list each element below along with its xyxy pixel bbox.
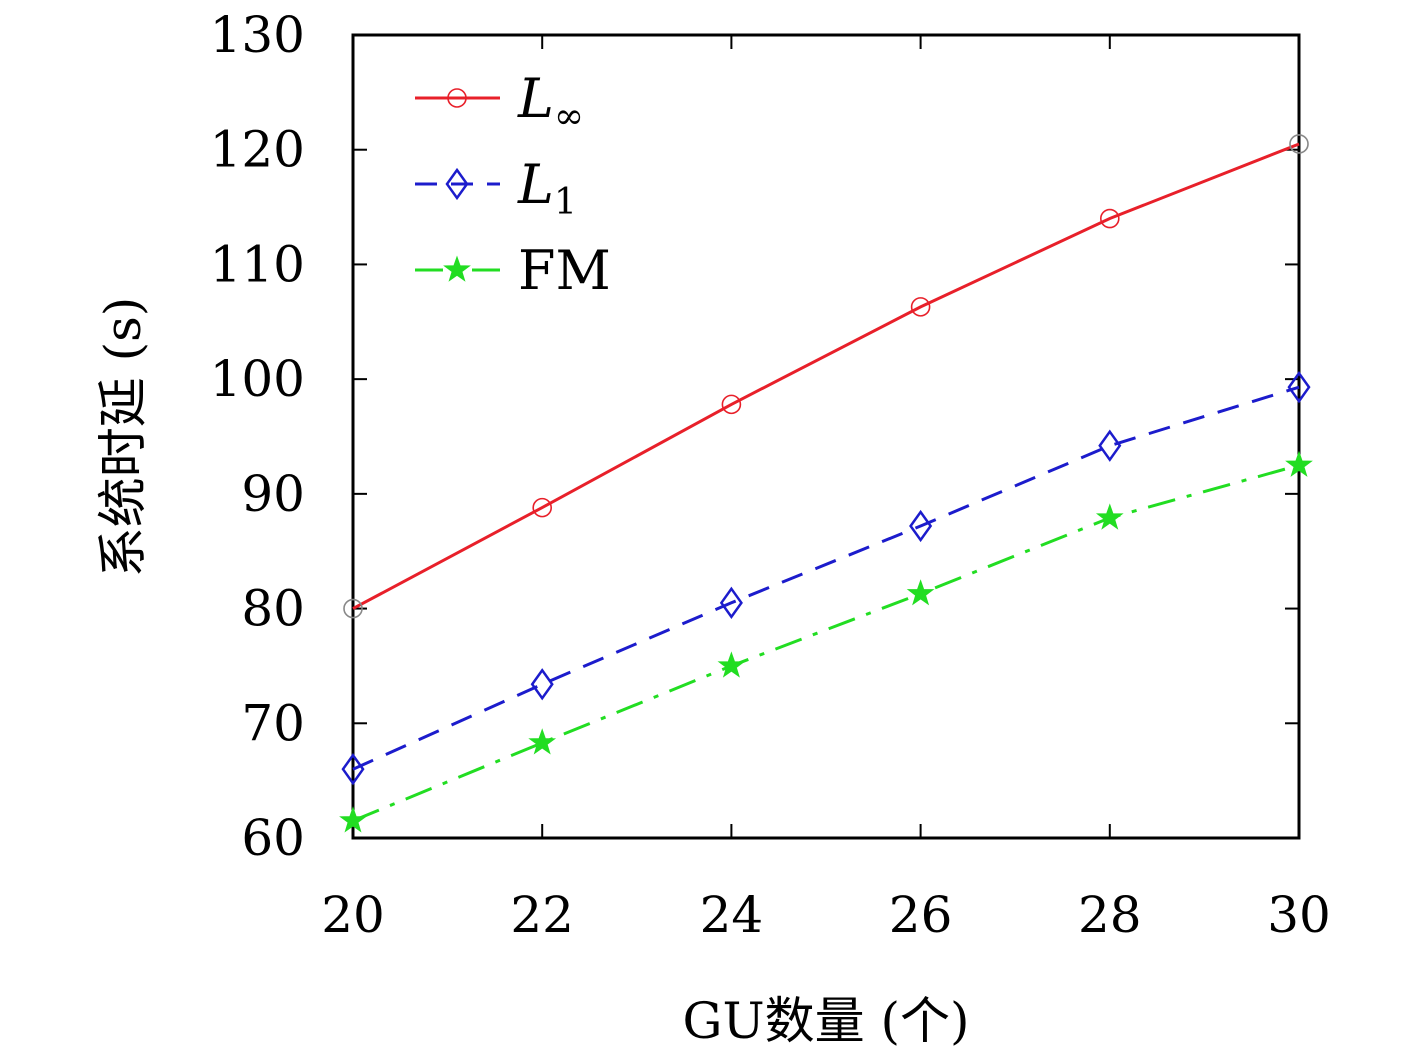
data-point <box>528 728 557 755</box>
data-point <box>906 579 935 606</box>
data-point <box>717 651 746 678</box>
data-point <box>721 394 742 415</box>
legend-swatch-marker <box>447 88 467 108</box>
data-point <box>343 598 363 619</box>
x-tick-label: 30 <box>1267 886 1331 944</box>
x-tick-label: 22 <box>510 886 574 944</box>
plot-frame <box>351 33 1301 840</box>
y-tick-label: 90 <box>241 465 305 523</box>
y-axis-title: 系统时延 (s) <box>94 297 152 578</box>
x-tick-label: 26 <box>889 886 953 944</box>
y-tick-label: 110 <box>210 235 305 293</box>
series-2 <box>339 450 1313 833</box>
series-1 <box>341 371 1311 786</box>
legend-label: L <box>517 153 554 216</box>
y-tick-label: 70 <box>241 694 305 752</box>
legend-swatch-marker <box>443 255 471 282</box>
legend-label-subscript: 1 <box>554 182 577 223</box>
y-tick-label: 60 <box>241 809 305 867</box>
data-point <box>532 497 553 518</box>
legend: L ∞L 1FM <box>415 67 611 302</box>
data-point <box>910 297 931 317</box>
legend-label-subscript: ∞ <box>554 96 584 137</box>
legend-label: L <box>517 67 554 130</box>
x-tick-label: 28 <box>1078 886 1142 944</box>
data-point <box>341 753 365 786</box>
axis-ticks: 60 70 80 90 100 110 120 130 20 22 24 26 28 30 <box>210 6 1331 944</box>
data-point <box>1285 450 1313 477</box>
data-point <box>1095 503 1124 530</box>
series-0 <box>343 134 1309 619</box>
series-group <box>339 134 1313 833</box>
y-tick-label: 120 <box>210 121 305 179</box>
legend-swatch-marker <box>445 167 469 201</box>
y-tick-label: 100 <box>210 350 305 408</box>
legend-item: L ∞ <box>415 67 584 137</box>
x-axis-title: GU数量 (个) <box>683 992 970 1050</box>
data-point <box>1100 208 1120 229</box>
y-tick-label: 80 <box>241 580 305 638</box>
data-point <box>1289 134 1309 154</box>
series-line <box>352 142 1300 610</box>
legend-item: FM <box>415 239 611 302</box>
series-line <box>352 385 1300 771</box>
data-point <box>719 586 743 619</box>
x-tick-label: 24 <box>700 886 764 944</box>
series-line <box>352 463 1300 823</box>
legend-label: FM <box>518 239 611 302</box>
x-tick-label: 20 <box>321 886 385 944</box>
data-point <box>339 806 367 833</box>
data-point <box>530 668 554 701</box>
y-tick-label: 130 <box>210 6 305 64</box>
data-point <box>1098 429 1122 462</box>
data-point <box>1287 371 1311 404</box>
data-point <box>909 509 933 543</box>
